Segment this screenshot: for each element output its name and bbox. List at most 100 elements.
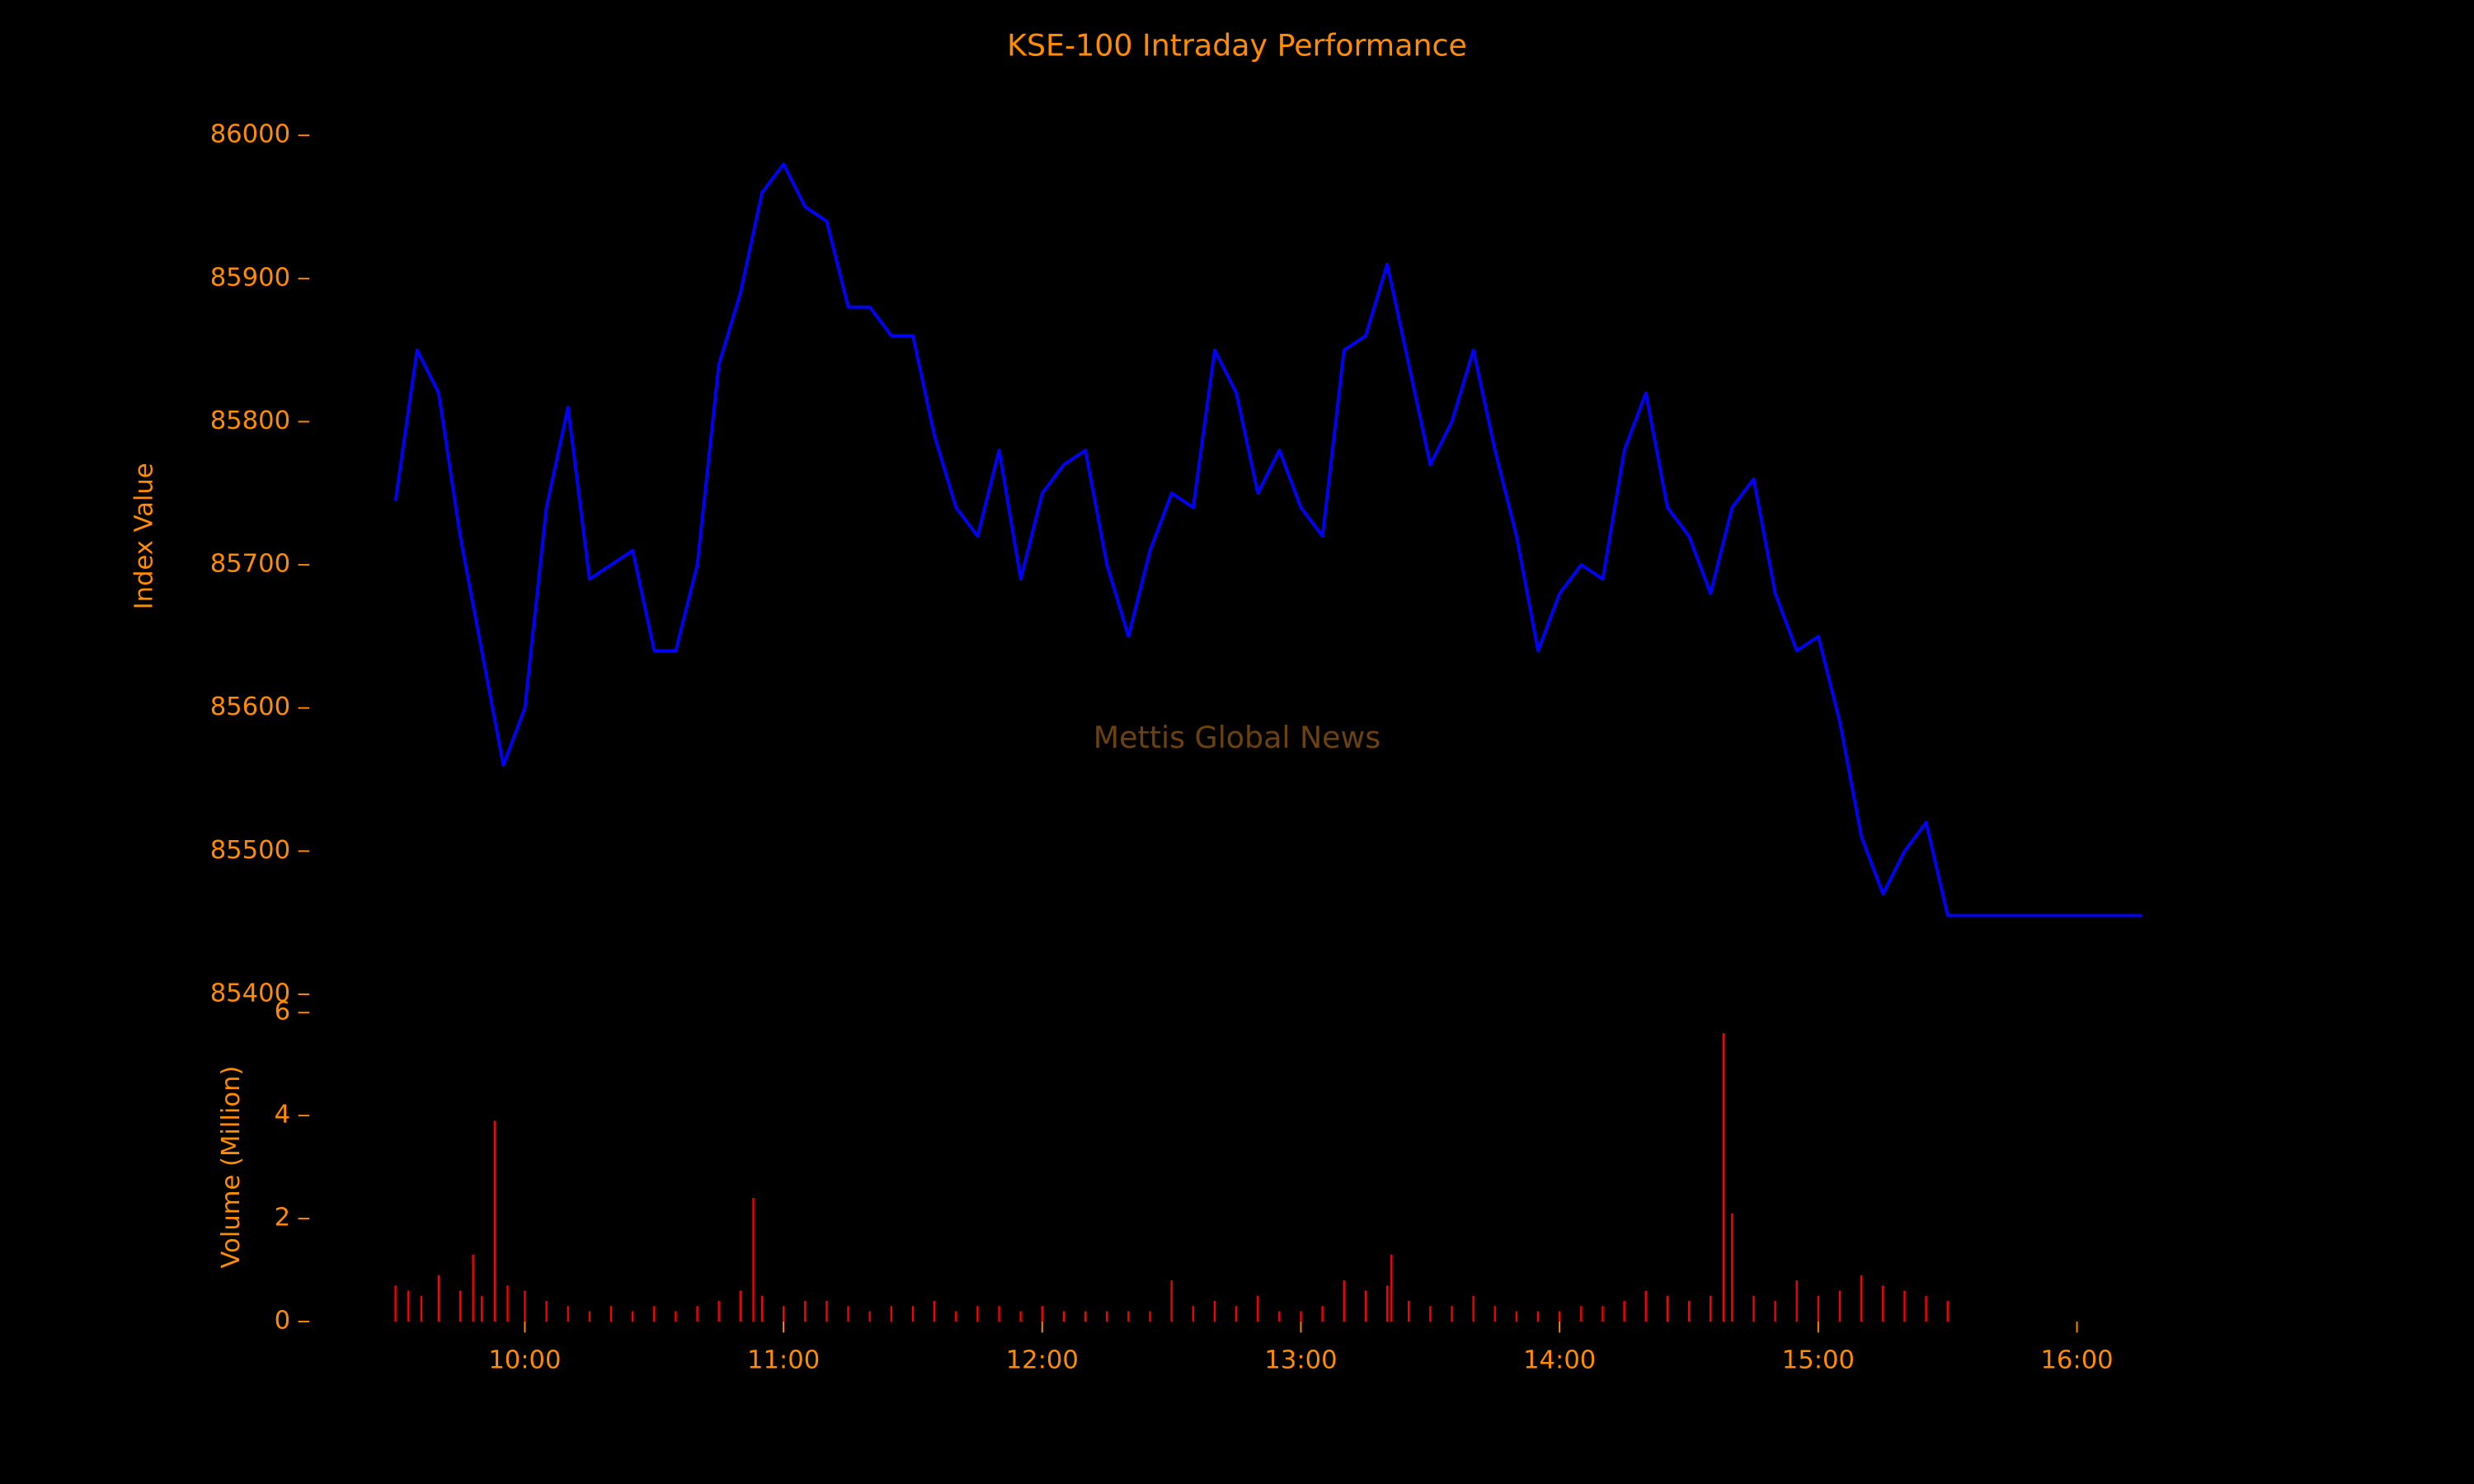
volume-bar	[1774, 1300, 1776, 1322]
x-tick-label: 15:00	[1782, 1345, 1855, 1374]
y-tick-label: 85600	[210, 693, 290, 721]
volume-bar	[911, 1306, 915, 1322]
volume-bar	[739, 1290, 741, 1322]
volume-bar	[1235, 1306, 1238, 1322]
volume-bar	[1515, 1311, 1518, 1322]
volume-bar	[1882, 1285, 1884, 1322]
volume-bar	[480, 1295, 483, 1322]
volume-bar	[1687, 1300, 1691, 1322]
volume-bar	[1451, 1306, 1453, 1322]
volume-bar	[1321, 1306, 1324, 1322]
volume-bar	[1710, 1295, 1712, 1322]
volume-bar	[782, 1306, 785, 1322]
volume-bar	[760, 1295, 764, 1322]
y-tick-label: 6	[275, 998, 290, 1026]
volume-bar	[998, 1306, 1000, 1322]
x-tick-label: 13:00	[1264, 1345, 1337, 1374]
y-tick-label: 85500	[210, 836, 290, 865]
volume-bar	[545, 1300, 548, 1322]
volume-bar	[1817, 1295, 1820, 1322]
volume-bar	[437, 1275, 440, 1322]
volume-bar	[1408, 1300, 1410, 1322]
volume-bar	[1623, 1300, 1625, 1322]
volume-bar	[1536, 1311, 1540, 1322]
watermark: Mettis Global News	[1094, 720, 1380, 755]
volume-bar	[696, 1306, 698, 1322]
volume-bar	[1666, 1295, 1669, 1322]
volume-bar	[1580, 1306, 1583, 1322]
volume-bar	[1170, 1280, 1173, 1322]
volume-bar	[1084, 1311, 1087, 1322]
volume-bar	[1752, 1295, 1755, 1322]
x-tick-label: 12:00	[1006, 1345, 1079, 1374]
volume-bar	[653, 1306, 656, 1322]
index-line	[393, 162, 2142, 918]
volume-bar	[524, 1290, 526, 1322]
volume-bar	[1722, 1033, 1724, 1322]
volume-bar	[1731, 1213, 1733, 1322]
volume-bar	[420, 1295, 423, 1322]
volume-bar	[1364, 1290, 1367, 1322]
volume-bar	[1860, 1275, 1863, 1322]
y-tick-label: 85400	[210, 979, 290, 1007]
x-tick-label: 10:00	[488, 1345, 561, 1374]
volume-bar	[804, 1300, 807, 1322]
volume-bar	[1946, 1300, 1949, 1322]
y-tick-label: 86000	[210, 120, 290, 149]
volume-bar	[394, 1285, 397, 1322]
volume-bar	[1602, 1306, 1604, 1322]
x-tick-label: 16:00	[2040, 1345, 2113, 1374]
volume-bar	[1925, 1295, 1927, 1322]
volume-bar	[976, 1306, 979, 1322]
volume-bar	[1127, 1311, 1130, 1322]
volume-bar	[955, 1311, 957, 1322]
y-tick-label: 2	[275, 1204, 290, 1233]
volume-bar	[868, 1311, 871, 1322]
volume-bar	[609, 1306, 613, 1322]
y-tick-label: 85700	[210, 550, 290, 579]
volume-bar	[1278, 1311, 1281, 1322]
volume-bar	[933, 1300, 936, 1322]
volume-bar	[847, 1306, 849, 1322]
chart-title: KSE-100 Intraday Performance	[1007, 27, 1467, 63]
volume-bar	[1385, 1285, 1389, 1322]
volume-bar	[493, 1120, 496, 1322]
y-tick-label: 85800	[210, 406, 290, 435]
volume-bar	[1149, 1311, 1151, 1322]
y-tick-label: 85900	[210, 263, 290, 292]
volume-bar	[1041, 1306, 1043, 1322]
volume-bar	[890, 1306, 892, 1322]
x-tick-label: 11:00	[747, 1345, 820, 1374]
volume-bar	[1838, 1290, 1841, 1322]
y-axis-label: Volume (Million)	[217, 1066, 246, 1269]
volume-bar	[1795, 1280, 1798, 1322]
volume-bar	[717, 1300, 720, 1322]
volume-bar	[1493, 1306, 1496, 1322]
volume-bar	[1019, 1311, 1022, 1322]
volume-bar	[407, 1290, 410, 1322]
y-tick-label: 0	[275, 1306, 290, 1335]
volume-bar	[1213, 1300, 1216, 1322]
volume-bar	[1429, 1306, 1432, 1322]
volume-bar	[1257, 1295, 1259, 1322]
volume-bar	[1106, 1311, 1108, 1322]
volume-bar	[1062, 1311, 1065, 1322]
volume-bar	[1300, 1311, 1302, 1322]
y-tick-label: 4	[275, 1101, 290, 1129]
volume-bar	[1644, 1290, 1647, 1322]
volume-bar	[1390, 1254, 1393, 1322]
volume-bar	[506, 1285, 509, 1322]
volume-bar	[825, 1300, 828, 1322]
volume-bar	[459, 1290, 462, 1322]
y-axis-label: Index Value	[130, 463, 159, 609]
volume-bar	[1559, 1311, 1561, 1322]
volume-bar	[588, 1311, 590, 1322]
volume-bar	[472, 1254, 474, 1322]
volume-bar	[1343, 1280, 1345, 1322]
volume-bar	[1903, 1290, 1906, 1322]
volume-bar	[752, 1198, 755, 1322]
volume-bar	[1192, 1306, 1194, 1322]
